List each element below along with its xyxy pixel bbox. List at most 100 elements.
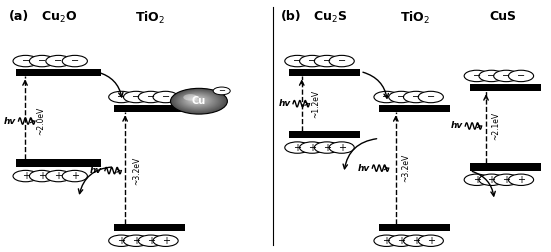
Text: hv: hv [358,164,370,173]
Circle shape [172,89,225,113]
Circle shape [191,98,202,103]
Text: −: − [382,92,391,102]
Text: +: + [161,236,170,246]
Bar [469,163,541,171]
Circle shape [123,235,149,246]
Text: +: + [71,171,79,181]
Circle shape [176,91,220,111]
Text: (a): (a) [9,10,29,22]
Text: −: − [55,56,62,66]
Circle shape [403,91,429,103]
Circle shape [180,92,216,109]
Circle shape [109,91,134,103]
Bar [16,69,100,76]
Circle shape [181,93,214,108]
Circle shape [13,55,38,67]
Text: −: − [117,92,126,102]
Circle shape [181,93,215,108]
Text: −: − [517,71,525,81]
Circle shape [171,89,226,114]
Circle shape [300,142,325,153]
Text: −: − [218,86,225,96]
Text: +: + [293,143,301,152]
Text: −: − [308,56,316,66]
Bar [289,69,360,76]
Circle shape [29,55,55,67]
Circle shape [285,55,310,67]
Text: −: − [338,56,345,66]
Circle shape [176,91,221,111]
Circle shape [403,235,429,246]
Circle shape [494,70,519,82]
Circle shape [418,91,444,103]
Circle shape [178,92,218,110]
Circle shape [193,99,199,101]
Circle shape [184,94,210,107]
Bar [380,105,451,112]
Text: ~3.2eV: ~3.2eV [132,156,141,185]
Circle shape [188,97,206,104]
Bar [16,160,100,167]
Circle shape [464,70,489,82]
Text: +: + [117,236,125,246]
Circle shape [388,235,414,246]
Circle shape [62,170,88,182]
Circle shape [190,97,203,103]
Circle shape [192,98,201,102]
Circle shape [109,235,134,246]
Text: +: + [38,171,46,181]
Circle shape [153,235,178,246]
Text: TiO$_2$: TiO$_2$ [134,10,165,26]
Text: ~2.1eV: ~2.1eV [491,112,500,140]
Text: −: − [38,56,46,66]
Circle shape [192,98,200,102]
Circle shape [177,91,219,110]
Text: +: + [473,175,480,185]
Text: +: + [323,143,331,152]
Text: TiO$_2$: TiO$_2$ [400,10,430,26]
Text: Cu$_2$S: Cu$_2$S [313,10,347,25]
Text: −: − [132,92,140,102]
Circle shape [329,142,354,153]
Bar [289,131,360,138]
Text: +: + [147,236,155,246]
Circle shape [509,70,533,82]
Circle shape [174,90,223,112]
Circle shape [138,235,164,246]
Circle shape [388,91,414,103]
Circle shape [374,235,399,246]
Text: CuS: CuS [489,10,516,22]
Circle shape [13,170,38,182]
Text: Cu$_2$O: Cu$_2$O [41,10,78,25]
Text: +: + [488,175,495,185]
Bar [114,224,185,231]
Circle shape [187,96,207,105]
Text: −: − [161,92,170,102]
Text: +: + [412,236,420,246]
Text: −: − [397,92,406,102]
Text: ~3.2eV: ~3.2eV [401,154,410,182]
Text: −: − [426,92,435,102]
Text: +: + [55,171,62,181]
Bar [380,224,451,231]
Circle shape [418,235,444,246]
Text: +: + [517,175,525,185]
Circle shape [170,88,228,114]
Text: hv: hv [4,116,16,125]
Text: +: + [397,236,406,246]
Circle shape [187,96,208,105]
Circle shape [314,142,339,153]
Circle shape [183,94,212,107]
Circle shape [509,174,533,185]
Circle shape [185,95,209,106]
Bar [469,84,541,91]
Circle shape [173,89,224,113]
Circle shape [314,55,339,67]
Circle shape [182,94,213,107]
Text: −: − [502,71,510,81]
Circle shape [479,70,504,82]
Circle shape [300,55,325,67]
Text: hv: hv [451,121,463,131]
Circle shape [213,87,230,95]
Text: +: + [503,175,510,185]
